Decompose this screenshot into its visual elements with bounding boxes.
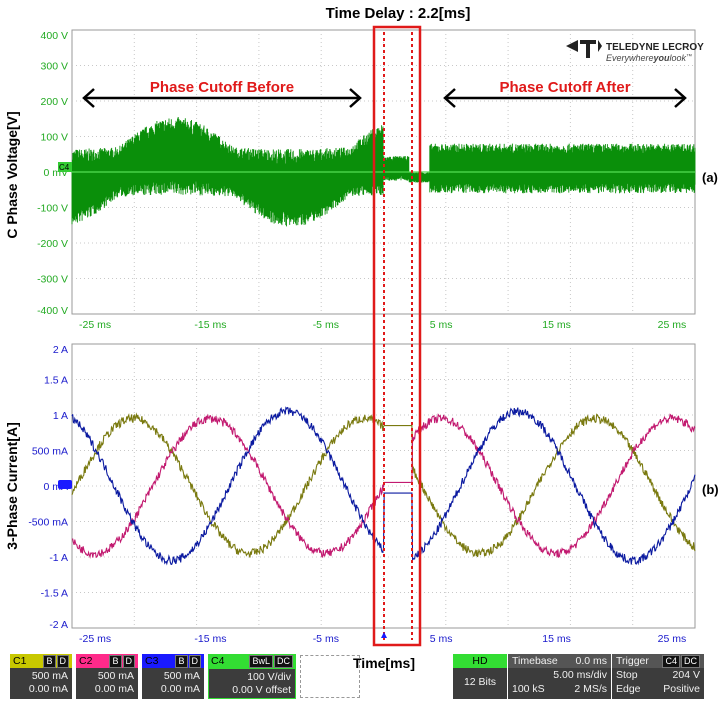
y-tick-label: -400 V — [37, 305, 68, 317]
before-label: Phase Cutoff Before — [150, 79, 294, 96]
current-series-c1 — [71, 412, 696, 558]
c1-scale: 500 mA — [31, 670, 68, 682]
y-tick-label: -200 V — [37, 238, 68, 250]
y-tick-label: 100 V — [41, 132, 68, 144]
c4-scale: 100 V/div — [247, 671, 291, 683]
sample-rate: 2 MS/s — [574, 683, 607, 695]
empty-channel-slot[interactable] — [300, 655, 360, 698]
brand-slogan: Everywhereyoulook™ — [606, 53, 692, 63]
brand-name: TELEDYNE LECROY — [606, 42, 704, 53]
x-tick-label: 5 ms — [430, 319, 453, 331]
channel-c2[interactable]: C2 B D 500 mA 0.00 mA — [76, 654, 138, 699]
timebase-delay: 0.0 ms — [575, 655, 607, 667]
after-label: Phase Cutoff After — [499, 79, 630, 96]
y-tick-label: -500 mA — [28, 517, 68, 529]
y-tick-label: 200 V — [41, 96, 68, 108]
y-tick-label: 1 A — [53, 410, 68, 422]
c4-offset: 0.00 V offset — [232, 684, 291, 696]
channel-c1[interactable]: C1 B D 500 mA 0.00 mA — [10, 654, 72, 699]
timebase-div: 5.00 ms/div — [553, 669, 607, 681]
trigger-panel[interactable]: Trigger C4 DC Stop 204 V Edge Positive — [612, 654, 704, 699]
c4-coupling: DC — [274, 654, 293, 668]
x-tick-label: -25 ms — [79, 633, 111, 645]
x-tick-label: -5 ms — [313, 633, 339, 645]
x-tick-label: -25 ms — [79, 319, 111, 331]
c4-label: C4 — [211, 655, 225, 667]
x-tick-label: -15 ms — [194, 633, 226, 645]
channel-c4[interactable]: C4 BwL DC 100 V/div 0.00 V offset — [208, 654, 296, 699]
x-tick-label: -15 ms — [194, 319, 226, 331]
c3-bw: B — [175, 654, 188, 668]
timebase-panel[interactable]: Timebase 0.0 ms 5.00 ms/div 100 kS 2 MS/s — [508, 654, 611, 699]
c3-label: C3 — [145, 655, 159, 667]
y-tick-label: -100 V — [37, 203, 68, 215]
c1-offset: 0.00 mA — [28, 683, 68, 695]
voltage-y-axis-label: C Phase Voltage[V] — [4, 111, 20, 238]
x-axis-label: Time[ms] — [353, 655, 415, 671]
acquisition-panel[interactable]: HD 12 Bits — [453, 654, 507, 699]
c3-scale: 500 mA — [163, 670, 200, 682]
c4-marker — [58, 162, 72, 172]
trigger-type: Edge — [616, 683, 641, 695]
sample-count: 100 kS — [512, 683, 545, 695]
c3-offset: 0.00 mA — [160, 683, 200, 695]
c1-coupling: D — [56, 654, 69, 668]
c4-bw: BwL — [249, 654, 273, 668]
c4-marker-label: C4 — [59, 163, 70, 172]
y-tick-label: 400 V — [41, 30, 68, 42]
x-tick-label: 5 ms — [430, 633, 453, 645]
trigger-coupling: DC — [681, 655, 700, 668]
before-arrow — [82, 88, 362, 108]
c-zero-marker — [58, 480, 72, 489]
voltage-series — [71, 117, 696, 227]
y-tick-label: -2 A — [49, 619, 68, 631]
y-tick-label: 1.5 A — [44, 375, 68, 387]
x-tick-label: 25 ms — [658, 319, 687, 331]
timebase-label: Timebase — [512, 655, 558, 667]
trigger-level: 204 V — [672, 669, 700, 681]
hd-badge: HD — [453, 654, 507, 668]
teledyne-logo — [566, 40, 602, 58]
y-tick-label: 2 A — [53, 344, 68, 356]
after-arrow — [443, 88, 687, 108]
c1-bw: B — [43, 654, 56, 668]
time-delay-title: Time Delay : 2.2[ms] — [326, 5, 471, 22]
x-tick-label: 15 ms — [542, 319, 571, 331]
c2-label: C2 — [79, 655, 93, 667]
c2-scale: 500 mA — [97, 670, 134, 682]
c2-offset: 0.00 mA — [94, 683, 134, 695]
cutoff-highlight-box — [372, 25, 422, 647]
channel-c3[interactable]: C3 B D 500 mA 0.00 mA — [142, 654, 204, 699]
trigger-slope: Positive — [663, 683, 700, 695]
c2-bw: B — [109, 654, 122, 668]
c2-coupling: D — [122, 654, 135, 668]
current-series-c2 — [71, 413, 696, 559]
x-tick-label: 25 ms — [658, 633, 687, 645]
trigger-channel: C4 — [662, 655, 680, 668]
current-x-ticks: -25 ms -15 ms -5 ms 5 ms 15 ms 25 ms — [79, 633, 686, 645]
current-y-axis-label: 3-Phase Current[A] — [4, 422, 20, 550]
trigger-label: Trigger — [616, 655, 649, 667]
y-tick-label: -300 V — [37, 274, 68, 286]
y-tick-label: 300 V — [41, 61, 68, 73]
trigger-marker — [381, 632, 387, 638]
bits-value: 12 Bits — [463, 676, 497, 688]
y-tick-label: -1 A — [49, 552, 68, 564]
x-tick-label: -5 ms — [313, 319, 339, 331]
voltage-x-ticks: -25 ms -15 ms -5 ms 5 ms 15 ms 25 ms — [79, 319, 686, 331]
y-tick-label: 500 mA — [32, 446, 68, 458]
c3-coupling: D — [188, 654, 201, 668]
panel-b-label: (b) — [702, 482, 719, 497]
panel-a-label: (a) — [702, 170, 718, 185]
trigger-mode: Stop — [616, 669, 638, 681]
y-tick-label: -1.5 A — [41, 588, 68, 600]
x-tick-label: 15 ms — [542, 633, 571, 645]
c1-label: C1 — [13, 655, 27, 667]
